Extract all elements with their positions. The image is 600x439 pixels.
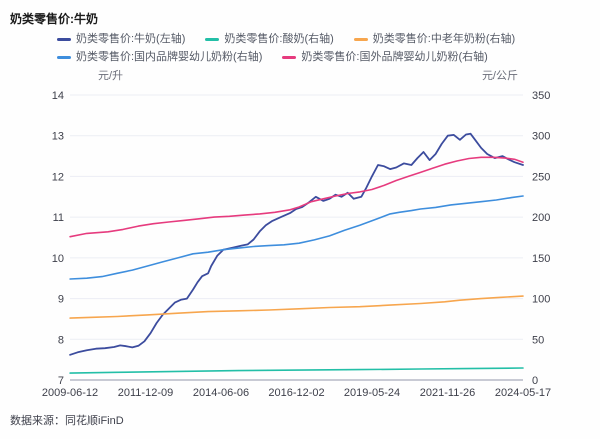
legend-item-milk[interactable]: 奶类零售价:牛奶(左轴) — [57, 33, 185, 46]
right-axis-tick-label: 200 — [532, 212, 550, 224]
right-axis-tick-label: 250 — [532, 171, 550, 183]
right-axis-tick-label: 100 — [532, 294, 550, 306]
legend-label: 奶类零售价:牛奶(左轴) — [76, 33, 186, 45]
series-line-domestic-infant-formula — [69, 195, 524, 280]
chart-title: 奶类零售价:牛奶 — [10, 12, 98, 26]
legend-swatch-middle-aged-milk-powder — [353, 38, 368, 41]
left-axis-unit: 元/升 — [98, 70, 124, 82]
x-axis-tick-label: 2016-12-02 — [268, 387, 324, 399]
series-line-foreign-infant-formula — [69, 156, 524, 238]
left-axis-tick-label: 13 — [52, 131, 64, 143]
legend-label: 奶类零售价:国内品牌婴幼儿奶粉(右轴) — [76, 51, 263, 63]
left-axis-tick-label: 9 — [58, 294, 64, 306]
x-axis-tick-label: 2024-05-17 — [495, 387, 551, 399]
right-axis-tick-label: 50 — [532, 334, 544, 346]
legend-label: 奶类零售价:中老年奶粉(右轴) — [372, 33, 516, 45]
legend: 奶类零售价:牛奶(左轴) 奶类零售价:酸奶(右轴) 奶类零售价:中老年奶粉(右轴) … — [57, 33, 515, 64]
legend-row-2: 奶类零售价:国内品牌婴幼儿奶粉(右轴) 奶类零售价:国外品牌婴幼儿奶粉(右轴) — [57, 51, 515, 64]
legend-swatch-domestic-infant-formula — [57, 56, 71, 59]
legend-item-foreign-infant-formula[interactable]: 奶类零售价:国外品牌婴幼儿奶粉(右轴) — [282, 51, 488, 64]
left-axis-tick-label: 7 — [58, 375, 64, 387]
right-axis-tick-label: 150 — [532, 253, 550, 265]
data-source-note: 数据来源：同花顺iFinD — [10, 415, 124, 427]
x-axis-tick-label: 2014-06-06 — [193, 387, 249, 399]
legend-swatch-yogurt — [205, 38, 220, 41]
legend-row-1: 奶类零售价:牛奶(左轴) 奶类零售价:酸奶(右轴) 奶类零售价:中老年奶粉(右轴) — [57, 33, 515, 46]
legend-item-middle-aged-milk-powder[interactable]: 奶类零售价:中老年奶粉(右轴) — [353, 33, 516, 46]
right-axis-tick-label: 0 — [532, 375, 538, 387]
legend-item-domestic-infant-formula[interactable]: 奶类零售价:国内品牌婴幼儿奶粉(右轴) — [57, 51, 262, 64]
series-line-milk — [69, 132, 524, 356]
legend-label: 奶类零售价:酸奶(右轴) — [224, 33, 334, 45]
left-axis-tick-label: 8 — [58, 334, 64, 346]
legend-item-yogurt[interactable]: 奶类零售价:酸奶(右轴) — [205, 33, 334, 46]
x-axis-tick-label: 2019-05-24 — [344, 387, 400, 399]
left-axis-tick-label: 14 — [52, 90, 64, 102]
legend-label: 奶类零售价:国外品牌婴幼儿奶粉(右轴) — [301, 51, 488, 63]
right-axis-unit: 元/公斤 — [481, 70, 518, 82]
right-axis-tick-label: 350 — [532, 90, 550, 102]
series-line-yogurt — [69, 367, 524, 374]
x-axis-tick-label: 2011-12-09 — [118, 387, 173, 399]
legend-swatch-foreign-infant-formula — [282, 56, 297, 59]
left-axis-tick-label: 10 — [52, 253, 64, 265]
left-axis-tick-label: 11 — [53, 212, 64, 224]
left-axis-tick-label: 12 — [52, 171, 64, 183]
right-axis-tick-label: 300 — [532, 131, 550, 143]
x-axis-tick-label: 2009-06-12 — [42, 387, 98, 399]
x-axis-tick-label: 2021-11-26 — [420, 387, 475, 399]
series-line-middle-aged-milk-powder — [69, 295, 524, 319]
legend-swatch-milk — [57, 38, 71, 41]
